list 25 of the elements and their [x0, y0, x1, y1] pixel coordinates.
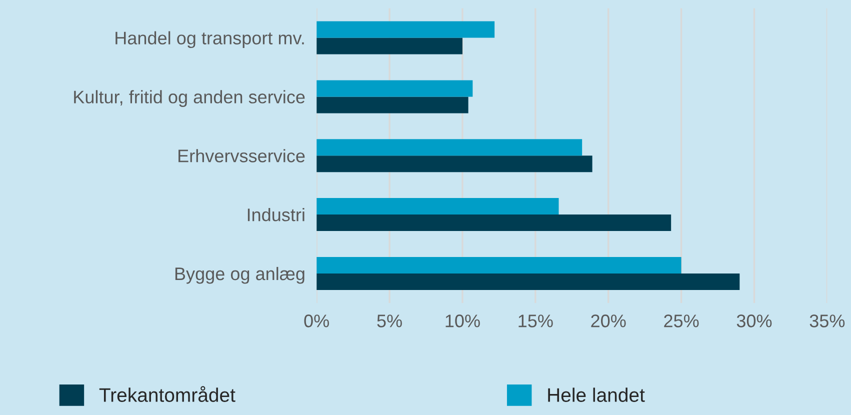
- legend-label: Hele landet: [548, 388, 645, 402]
- y-tick-label: Erhvervsservice: [178, 149, 305, 162]
- bar: [316, 139, 582, 156]
- x-tick-label: 15%: [518, 314, 553, 328]
- bar: [316, 273, 740, 290]
- x-tick-label: 20%: [591, 314, 626, 328]
- bar: [316, 156, 592, 172]
- bar: [316, 80, 473, 97]
- bar: [316, 21, 495, 38]
- y-tick-label: Kultur, fritid og anden service: [74, 90, 305, 107]
- x-tick-label: 0%: [304, 314, 329, 328]
- x-tick-label: 10%: [446, 314, 480, 328]
- bar: [316, 96, 468, 114]
- y-tick-label: Industri: [248, 208, 304, 222]
- y-tick-label: Bygge og anlæg: [175, 266, 304, 284]
- bar: [316, 256, 682, 274]
- legend-label: Trekantområdet: [99, 386, 236, 402]
- bar: [316, 198, 559, 215]
- x-tick-label: 25%: [664, 314, 699, 328]
- x-tick-label: 5%: [377, 314, 402, 328]
- x-tick-label: 30%: [736, 314, 772, 328]
- x-tick-label: 35%: [810, 314, 845, 328]
- bar: [316, 38, 462, 54]
- y-tick-label: Handel og transport mv.: [116, 31, 304, 48]
- bar: [316, 214, 672, 232]
